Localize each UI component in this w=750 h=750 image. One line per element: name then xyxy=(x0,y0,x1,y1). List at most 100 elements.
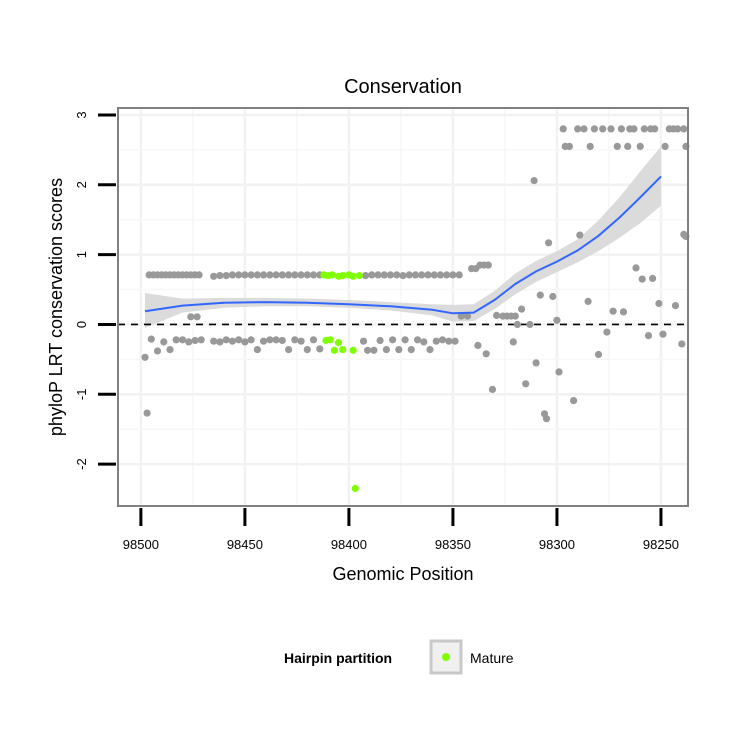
data-point xyxy=(370,346,378,354)
data-point xyxy=(671,302,680,310)
data-point xyxy=(285,346,293,354)
data-point xyxy=(278,336,286,345)
data-point xyxy=(241,271,249,279)
data-point-mature xyxy=(339,272,347,280)
data-point xyxy=(309,336,318,344)
data-point xyxy=(364,346,372,354)
data-point xyxy=(278,271,286,279)
x-tick-label: 98500 xyxy=(123,537,159,552)
legend: Hairpin partition Mature xyxy=(284,639,514,675)
data-point xyxy=(166,346,174,354)
y-tick-label: -1 xyxy=(74,389,89,401)
data-point-mature xyxy=(349,272,357,280)
data-point xyxy=(636,142,644,150)
data-point xyxy=(210,272,218,280)
data-point xyxy=(359,337,368,345)
data-point xyxy=(549,292,557,301)
data-point xyxy=(565,142,574,150)
data-point xyxy=(488,385,497,393)
data-point xyxy=(303,271,311,279)
data-point xyxy=(674,125,682,133)
data-point xyxy=(430,271,438,279)
data-point xyxy=(291,336,299,344)
data-point xyxy=(172,336,180,344)
data-point xyxy=(649,274,657,282)
data-point-mature xyxy=(334,339,343,347)
smooth-line-group xyxy=(144,175,662,315)
data-point xyxy=(590,125,599,133)
confidence-ribbon-group xyxy=(145,146,661,328)
data-point xyxy=(584,297,592,305)
data-point xyxy=(399,272,407,280)
data-points xyxy=(141,125,690,493)
data-point xyxy=(680,125,688,133)
confidence-ribbon xyxy=(145,146,661,328)
data-point xyxy=(449,271,457,279)
legend-entry-mature: Mature xyxy=(470,650,514,666)
data-point xyxy=(303,346,311,354)
data-point xyxy=(195,271,203,279)
data-point xyxy=(272,271,280,279)
data-point xyxy=(260,337,268,345)
data-point xyxy=(651,125,659,133)
data-point xyxy=(228,271,236,279)
y-tick-label: -2 xyxy=(74,458,89,470)
data-point xyxy=(395,346,403,354)
data-point xyxy=(522,380,530,388)
data-point xyxy=(143,409,151,417)
data-point xyxy=(241,338,249,346)
data-point xyxy=(532,359,540,367)
data-point xyxy=(613,142,621,150)
data-point xyxy=(530,177,538,185)
x-tick-label: 98450 xyxy=(227,537,263,552)
data-point xyxy=(197,336,205,344)
data-point xyxy=(638,275,646,283)
data-point xyxy=(655,299,663,308)
data-point xyxy=(455,271,463,279)
data-point xyxy=(185,338,193,346)
data-point xyxy=(141,353,149,361)
x-axis: 98500 98450 98400 98350 98300 98250 xyxy=(123,508,679,552)
x-axis-label: Genomic Position xyxy=(332,564,473,584)
data-point xyxy=(632,264,640,272)
data-point xyxy=(678,340,686,348)
data-point xyxy=(617,125,626,133)
data-point xyxy=(436,271,444,279)
data-point xyxy=(607,125,615,133)
data-point xyxy=(526,320,534,329)
data-point xyxy=(424,271,432,279)
data-point xyxy=(659,330,667,338)
data-point xyxy=(640,125,648,133)
data-point xyxy=(222,336,230,344)
y-tick-label: 1 xyxy=(74,251,89,258)
data-point xyxy=(247,271,255,279)
data-point xyxy=(576,231,584,239)
data-point xyxy=(160,338,168,346)
y-tick-label: 0 xyxy=(74,321,89,328)
data-point xyxy=(389,336,397,344)
data-point xyxy=(187,313,195,321)
data-point-mature xyxy=(330,346,338,354)
data-point-mature xyxy=(349,346,357,354)
data-point xyxy=(511,312,519,320)
x-tick-label: 98250 xyxy=(643,537,679,552)
data-point xyxy=(484,261,492,269)
data-point xyxy=(285,271,293,279)
legend-key-box xyxy=(429,639,463,675)
data-point xyxy=(153,347,162,355)
data-point xyxy=(266,336,274,344)
data-point xyxy=(247,336,255,344)
data-point xyxy=(405,271,413,279)
data-point-mature xyxy=(339,346,347,354)
series-mature xyxy=(320,271,363,493)
chart-title: Conservation xyxy=(344,76,462,98)
data-point xyxy=(619,308,628,316)
data-point xyxy=(451,337,459,345)
data-point xyxy=(266,271,274,279)
data-point xyxy=(432,337,440,345)
data-point xyxy=(553,316,561,324)
data-point xyxy=(661,142,669,150)
data-point xyxy=(542,415,551,423)
data-point xyxy=(509,338,517,346)
